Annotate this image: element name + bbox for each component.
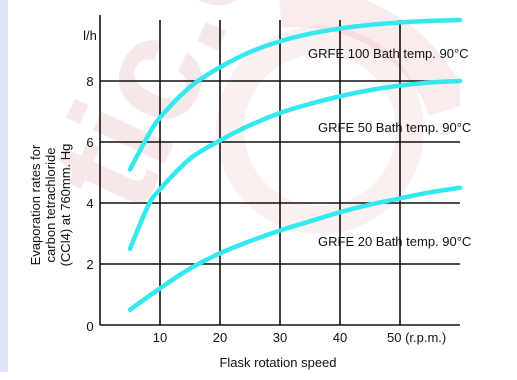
y-tick-label: 0	[86, 319, 93, 334]
y-unit-label: l/h	[83, 28, 97, 43]
chart-labels: 0 2 4 6 8 l/h 10 20 30 40 50 (r.p.m.) Flask rotatio…	[28, 28, 471, 370]
series-label: GRFE 20 Bath temp. 90°C	[318, 234, 471, 249]
y-tick-label: 8	[86, 74, 93, 89]
series-line	[127, 78, 463, 251]
chart-axes	[99, 15, 460, 326]
y-tick-label: 2	[86, 257, 93, 272]
x-tick-label: 20	[213, 330, 227, 345]
x-tick-label: 10	[153, 330, 167, 345]
chart-series	[127, 17, 463, 312]
series-line	[127, 185, 463, 312]
chart-grid	[100, 20, 460, 325]
y-tick-label: 4	[86, 196, 93, 211]
y-axis-title-line: (CCl4) at 760mm. Hg	[58, 144, 73, 267]
evaporation-chart: 0 2 4 6 8 l/h 10 20 30 40 50 (r.p.m.) Flask rotatio…	[28, 15, 471, 370]
x-tick-label: 40	[333, 330, 347, 345]
y-axis-title: Evaporation rates forcarbon tetrachlorid…	[28, 144, 73, 267]
x-axis-title: Flask rotation speed	[219, 355, 336, 370]
series-line	[127, 17, 463, 172]
x-tick-label: 30	[273, 330, 287, 345]
y-tick-label: 6	[86, 135, 93, 150]
watermark-edge	[0, 0, 8, 372]
series-label: GRFE 100 Bath temp. 90°C	[308, 46, 469, 61]
y-axis-title-line: carbon tetrachloride	[43, 148, 58, 263]
series-label: GRFE 50 Bath temp. 90°C	[318, 120, 471, 135]
x-tick-label: 50 (r.p.m.)	[387, 330, 446, 345]
y-axis-title-line: Evaporation rates for	[28, 144, 43, 265]
